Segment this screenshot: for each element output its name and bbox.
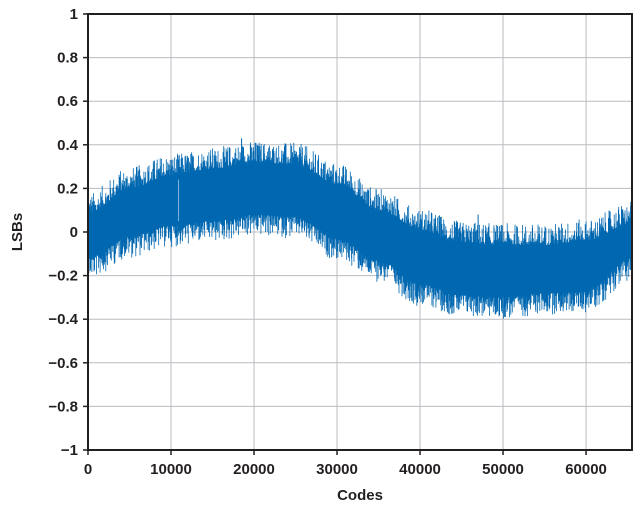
- y-tick-label: 0.6: [57, 93, 78, 110]
- x-tick-label: 30000: [316, 461, 358, 478]
- x-axis-ticks: 0 10000 20000 30000 40000 50000 60000: [84, 450, 607, 478]
- x-tick-label: 60000: [565, 461, 607, 478]
- y-tick-label: −0.6: [48, 355, 78, 372]
- y-tick-label: −0.2: [48, 268, 78, 285]
- y-axis-ticks: 1 0.8 0.6 0.4 0.2 0 −0.2 −0.4 −0.6 −0.8 −1: [48, 6, 88, 459]
- x-tick-label: 20000: [233, 461, 275, 478]
- x-tick-label: 40000: [399, 461, 441, 478]
- y-tick-label: 0.8: [57, 50, 78, 67]
- x-tick-label: 50000: [482, 461, 524, 478]
- y-axis-title: LSBs: [9, 213, 26, 251]
- x-axis-title: Codes: [337, 487, 383, 504]
- series-band-0: [88, 162, 632, 298]
- series-layer: [87, 138, 633, 319]
- y-tick-label: 1: [70, 6, 78, 23]
- y-tick-label: 0.2: [57, 180, 78, 197]
- y-tick-label: 0.4: [57, 137, 79, 154]
- y-tick-label: 0: [70, 224, 78, 241]
- y-tick-label: −0.4: [48, 311, 78, 328]
- x-tick-label: 0: [84, 461, 92, 478]
- x-tick-label: 10000: [150, 461, 192, 478]
- y-tick-label: −1: [61, 442, 78, 459]
- y-tick-label: −0.8: [48, 398, 78, 415]
